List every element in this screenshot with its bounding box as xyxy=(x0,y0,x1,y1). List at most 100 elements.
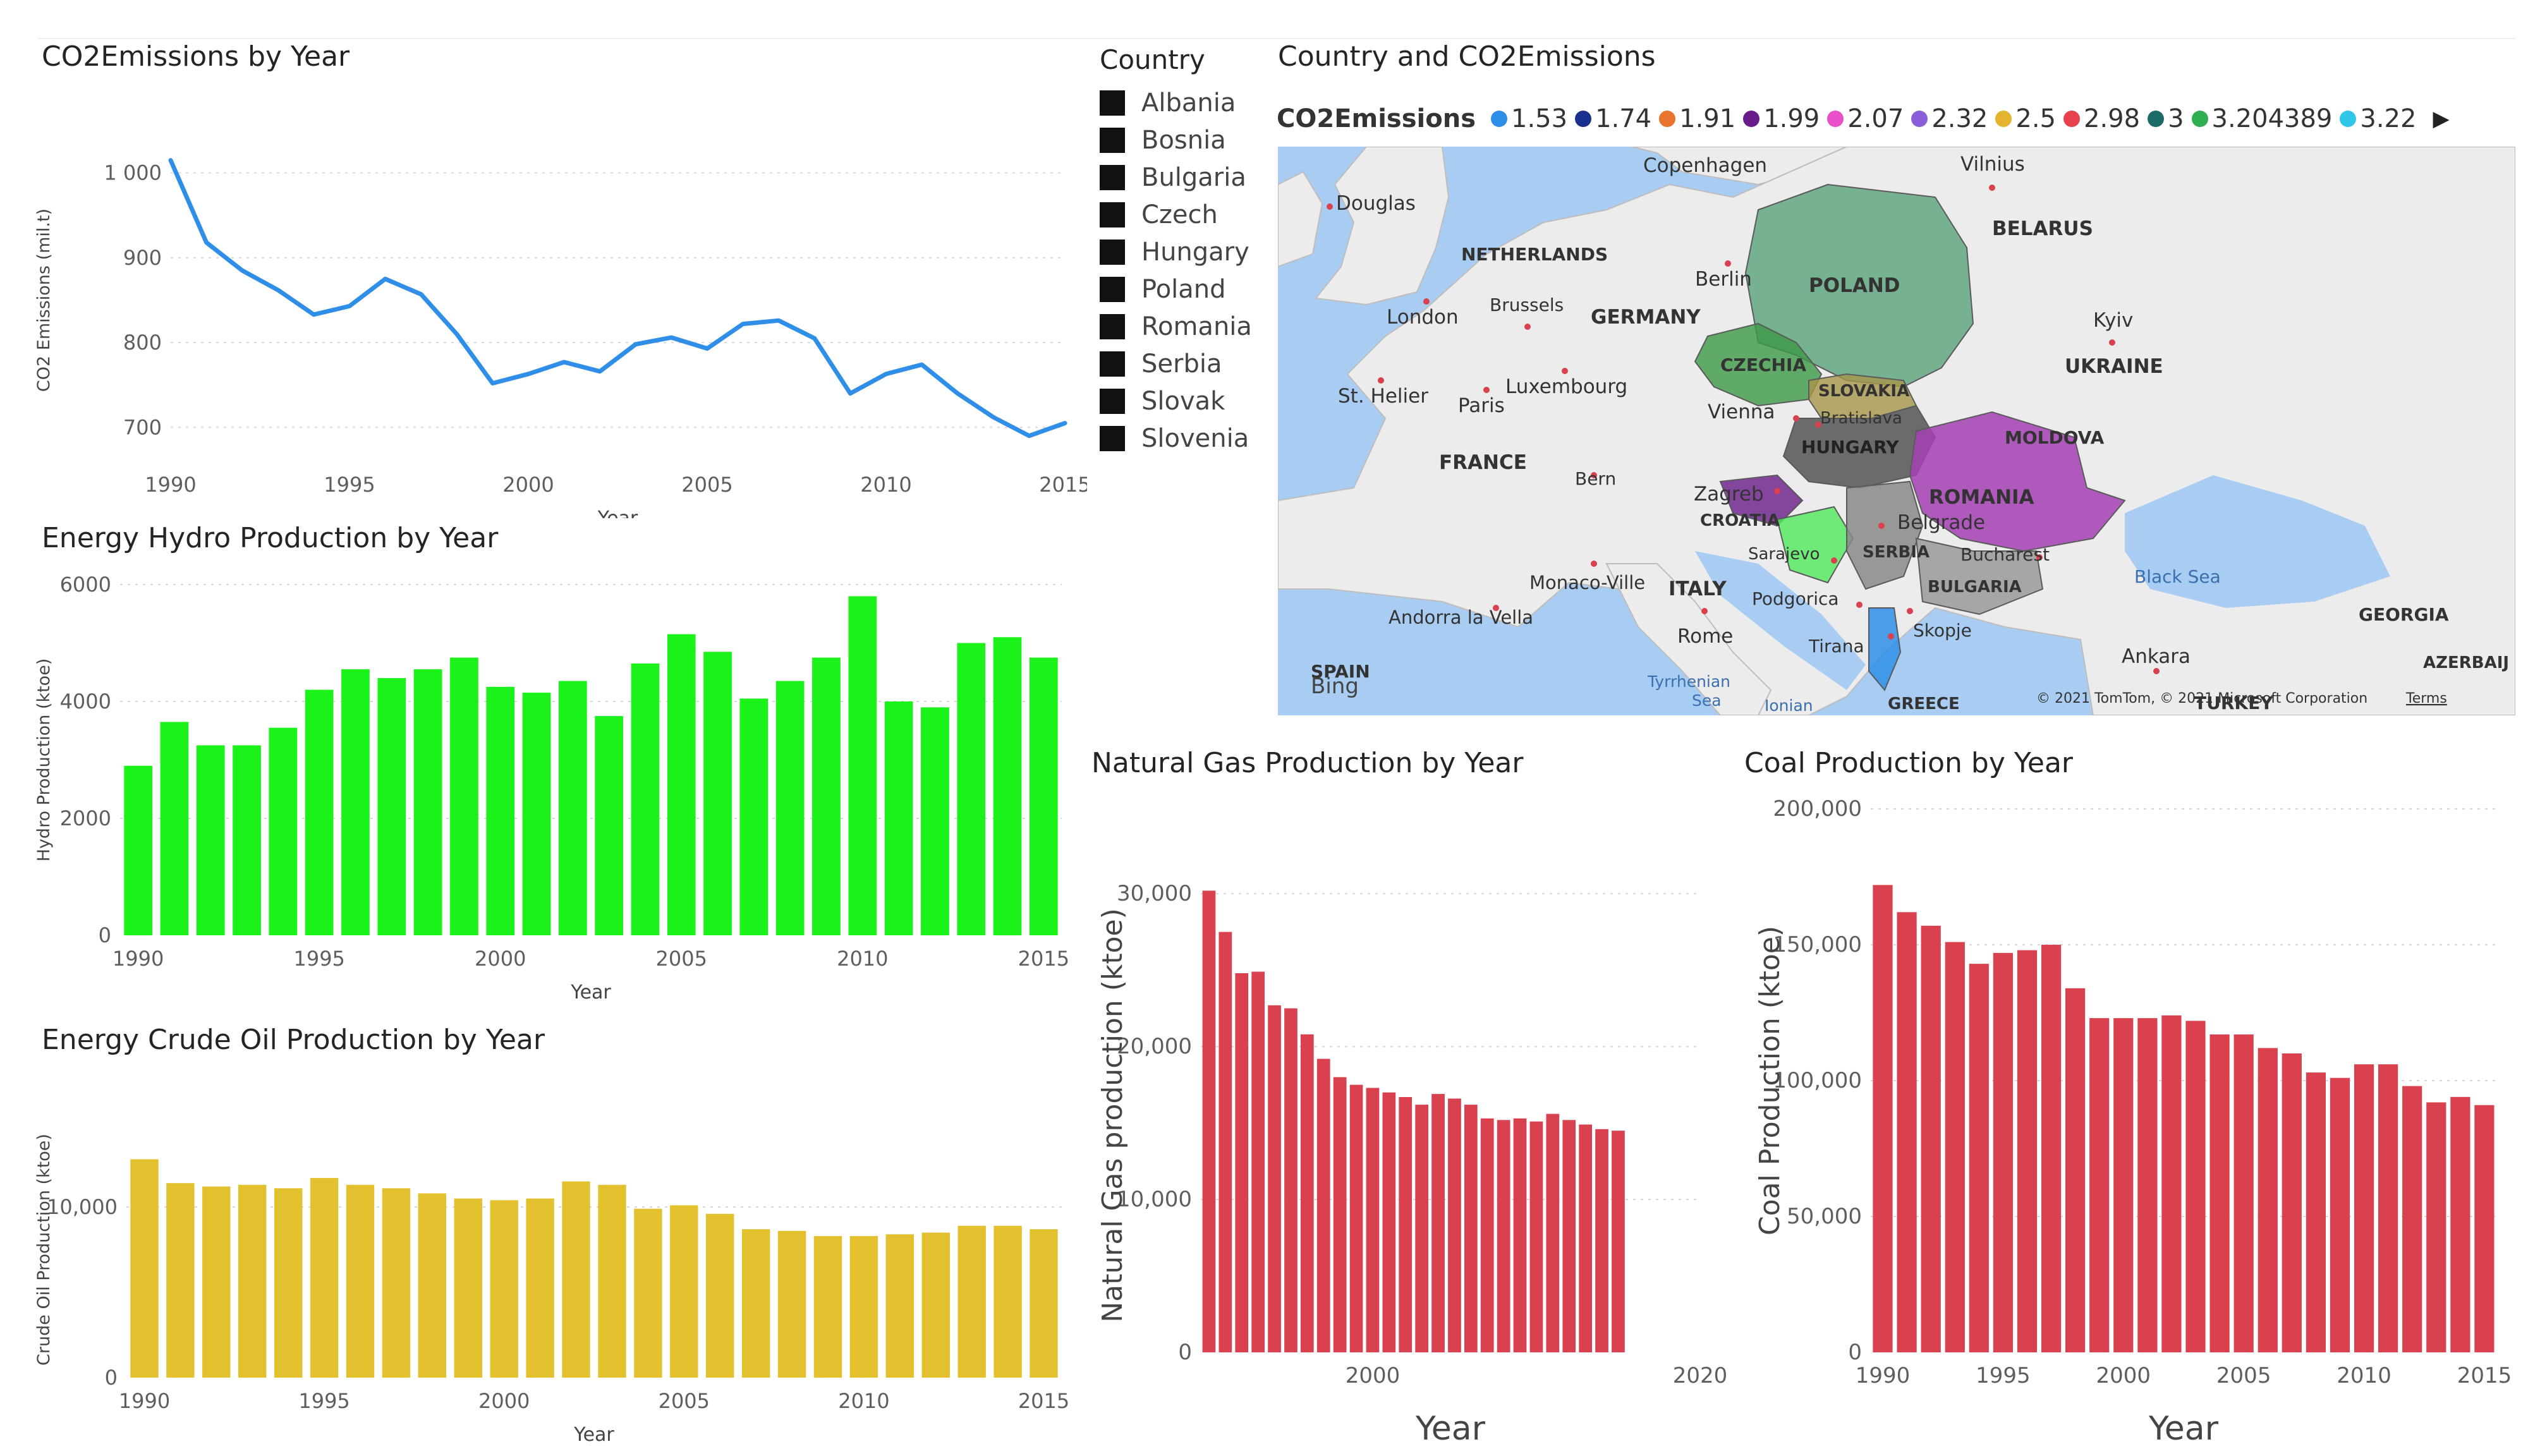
bar[interactable] xyxy=(2402,1086,2422,1352)
bar[interactable] xyxy=(2233,1034,2254,1352)
bar[interactable] xyxy=(667,634,696,935)
bar[interactable] xyxy=(634,1208,662,1378)
bar[interactable] xyxy=(921,707,949,936)
bar[interactable] xyxy=(305,689,334,936)
data-point[interactable] xyxy=(561,359,568,365)
data-point[interactable] xyxy=(204,240,210,246)
bar[interactable] xyxy=(418,1193,446,1378)
bar[interactable] xyxy=(706,1213,734,1378)
bar[interactable] xyxy=(848,596,877,936)
bar[interactable] xyxy=(1301,1034,1314,1352)
bar[interactable] xyxy=(2258,1048,2278,1352)
map-legend-item[interactable]: 1.74 xyxy=(1575,104,1651,133)
data-point[interactable] xyxy=(990,414,997,420)
bar[interactable] xyxy=(2065,988,2086,1352)
data-point[interactable] xyxy=(668,334,674,341)
data-point[interactable] xyxy=(704,346,710,352)
series-line[interactable] xyxy=(168,158,1067,439)
map-legend-item[interactable]: 2.07 xyxy=(1827,104,1904,133)
bar[interactable] xyxy=(562,1181,590,1378)
bar[interactable] xyxy=(522,693,551,935)
bar[interactable] xyxy=(1333,1077,1347,1353)
bar[interactable] xyxy=(2209,1034,2230,1352)
bar[interactable] xyxy=(233,745,261,935)
bar[interactable] xyxy=(413,669,442,935)
map-legend-item[interactable]: 2.32 xyxy=(1911,104,1988,133)
bar[interactable] xyxy=(1480,1118,1494,1352)
bar[interactable] xyxy=(341,669,370,935)
bar[interactable] xyxy=(2474,1105,2495,1352)
bar[interactable] xyxy=(559,681,587,935)
bar[interactable] xyxy=(2185,1021,2206,1352)
data-point[interactable] xyxy=(418,291,424,298)
bar[interactable] xyxy=(2089,1018,2110,1352)
bar[interactable] xyxy=(1284,1008,1297,1352)
bar[interactable] xyxy=(631,663,660,935)
region-bulgaria[interactable] xyxy=(1915,537,2044,616)
bar[interactable] xyxy=(1579,1124,1592,1353)
bar[interactable] xyxy=(957,1225,986,1378)
bar[interactable] xyxy=(993,637,1022,936)
region-albania[interactable] xyxy=(1868,607,1902,691)
bar[interactable] xyxy=(1366,1088,1380,1353)
data-point[interactable] xyxy=(454,331,460,337)
bar[interactable] xyxy=(1235,973,1249,1352)
data-point[interactable] xyxy=(239,267,245,274)
bar[interactable] xyxy=(884,701,913,935)
data-point[interactable] xyxy=(489,380,495,387)
legend-item-czech[interactable]: Czech xyxy=(1100,196,1264,233)
bar[interactable] xyxy=(1415,1105,1428,1352)
bar[interactable] xyxy=(2137,1018,2158,1352)
bar[interactable] xyxy=(1030,657,1058,935)
bar[interactable] xyxy=(1969,964,1989,1352)
bar[interactable] xyxy=(2306,1072,2326,1352)
region-croatia[interactable] xyxy=(1719,474,1804,527)
bar[interactable] xyxy=(1202,890,1216,1352)
data-point[interactable] xyxy=(310,312,317,318)
bar[interactable] xyxy=(595,716,623,935)
bar[interactable] xyxy=(1497,1120,1510,1352)
hydro-bar-chart[interactable]: 0 2000 4000 6000 1990 1995 2000 2005 2010 2015 Yea… xyxy=(25,562,1087,1005)
bar[interactable] xyxy=(166,1183,195,1378)
bar[interactable] xyxy=(274,1188,303,1378)
bar[interactable] xyxy=(1316,1059,1330,1353)
bar[interactable] xyxy=(1945,942,1965,1352)
co2-line-chart[interactable]: 700 800 900 1 000 1990 1995 2000 2005 2010 2015 Ye… xyxy=(25,88,1087,518)
bar[interactable] xyxy=(957,643,986,936)
map-legend-item[interactable]: 2.98 xyxy=(2063,104,2140,133)
bar[interactable] xyxy=(1612,1131,1625,1352)
data-point[interactable] xyxy=(883,371,889,377)
data-point[interactable] xyxy=(633,341,639,348)
bar[interactable] xyxy=(921,1232,950,1378)
legend-item-albania[interactable]: Albania xyxy=(1100,84,1264,121)
map-legend-item[interactable]: 2.5 xyxy=(1995,104,2056,133)
bar[interactable] xyxy=(1921,925,1941,1352)
map-legend-item[interactable]: 3.204389 xyxy=(2191,104,2332,133)
data-point[interactable] xyxy=(919,361,925,368)
bar[interactable] xyxy=(490,1200,518,1378)
bar[interactable] xyxy=(1546,1113,1560,1352)
map-legend-item[interactable]: 1.91 xyxy=(1659,104,1735,133)
data-point[interactable] xyxy=(1062,420,1068,427)
bar[interactable] xyxy=(1562,1120,1576,1352)
bar[interactable] xyxy=(1513,1118,1527,1352)
bar[interactable] xyxy=(1431,1094,1445,1352)
bar[interactable] xyxy=(1399,1097,1413,1352)
bar[interactable] xyxy=(2113,1018,2134,1352)
region-serbia[interactable] xyxy=(1846,480,1924,590)
bar[interactable] xyxy=(1993,952,2013,1352)
bar[interactable] xyxy=(377,678,406,935)
bar[interactable] xyxy=(2450,1096,2470,1352)
bar[interactable] xyxy=(2354,1064,2374,1352)
data-point[interactable] xyxy=(346,303,353,309)
natural-gas-bar-chart[interactable]: 0 10,000 20,000 30,000 2000 2020 Year Natural G… xyxy=(1087,840,1744,1447)
legend-item-hungary[interactable]: Hungary xyxy=(1100,233,1264,270)
bar[interactable] xyxy=(2017,950,2038,1352)
bar[interactable] xyxy=(1382,1092,1396,1352)
bar[interactable] xyxy=(1595,1129,1608,1352)
coal-bar-chart[interactable]: 0 50,000 100,000 150,000 200,000 1990 1995 2000… xyxy=(1744,790,2522,1447)
bar[interactable] xyxy=(2330,1077,2350,1352)
legend-item-bosnia[interactable]: Bosnia xyxy=(1100,121,1264,159)
bar[interactable] xyxy=(2426,1102,2446,1352)
bar[interactable] xyxy=(777,1230,806,1378)
